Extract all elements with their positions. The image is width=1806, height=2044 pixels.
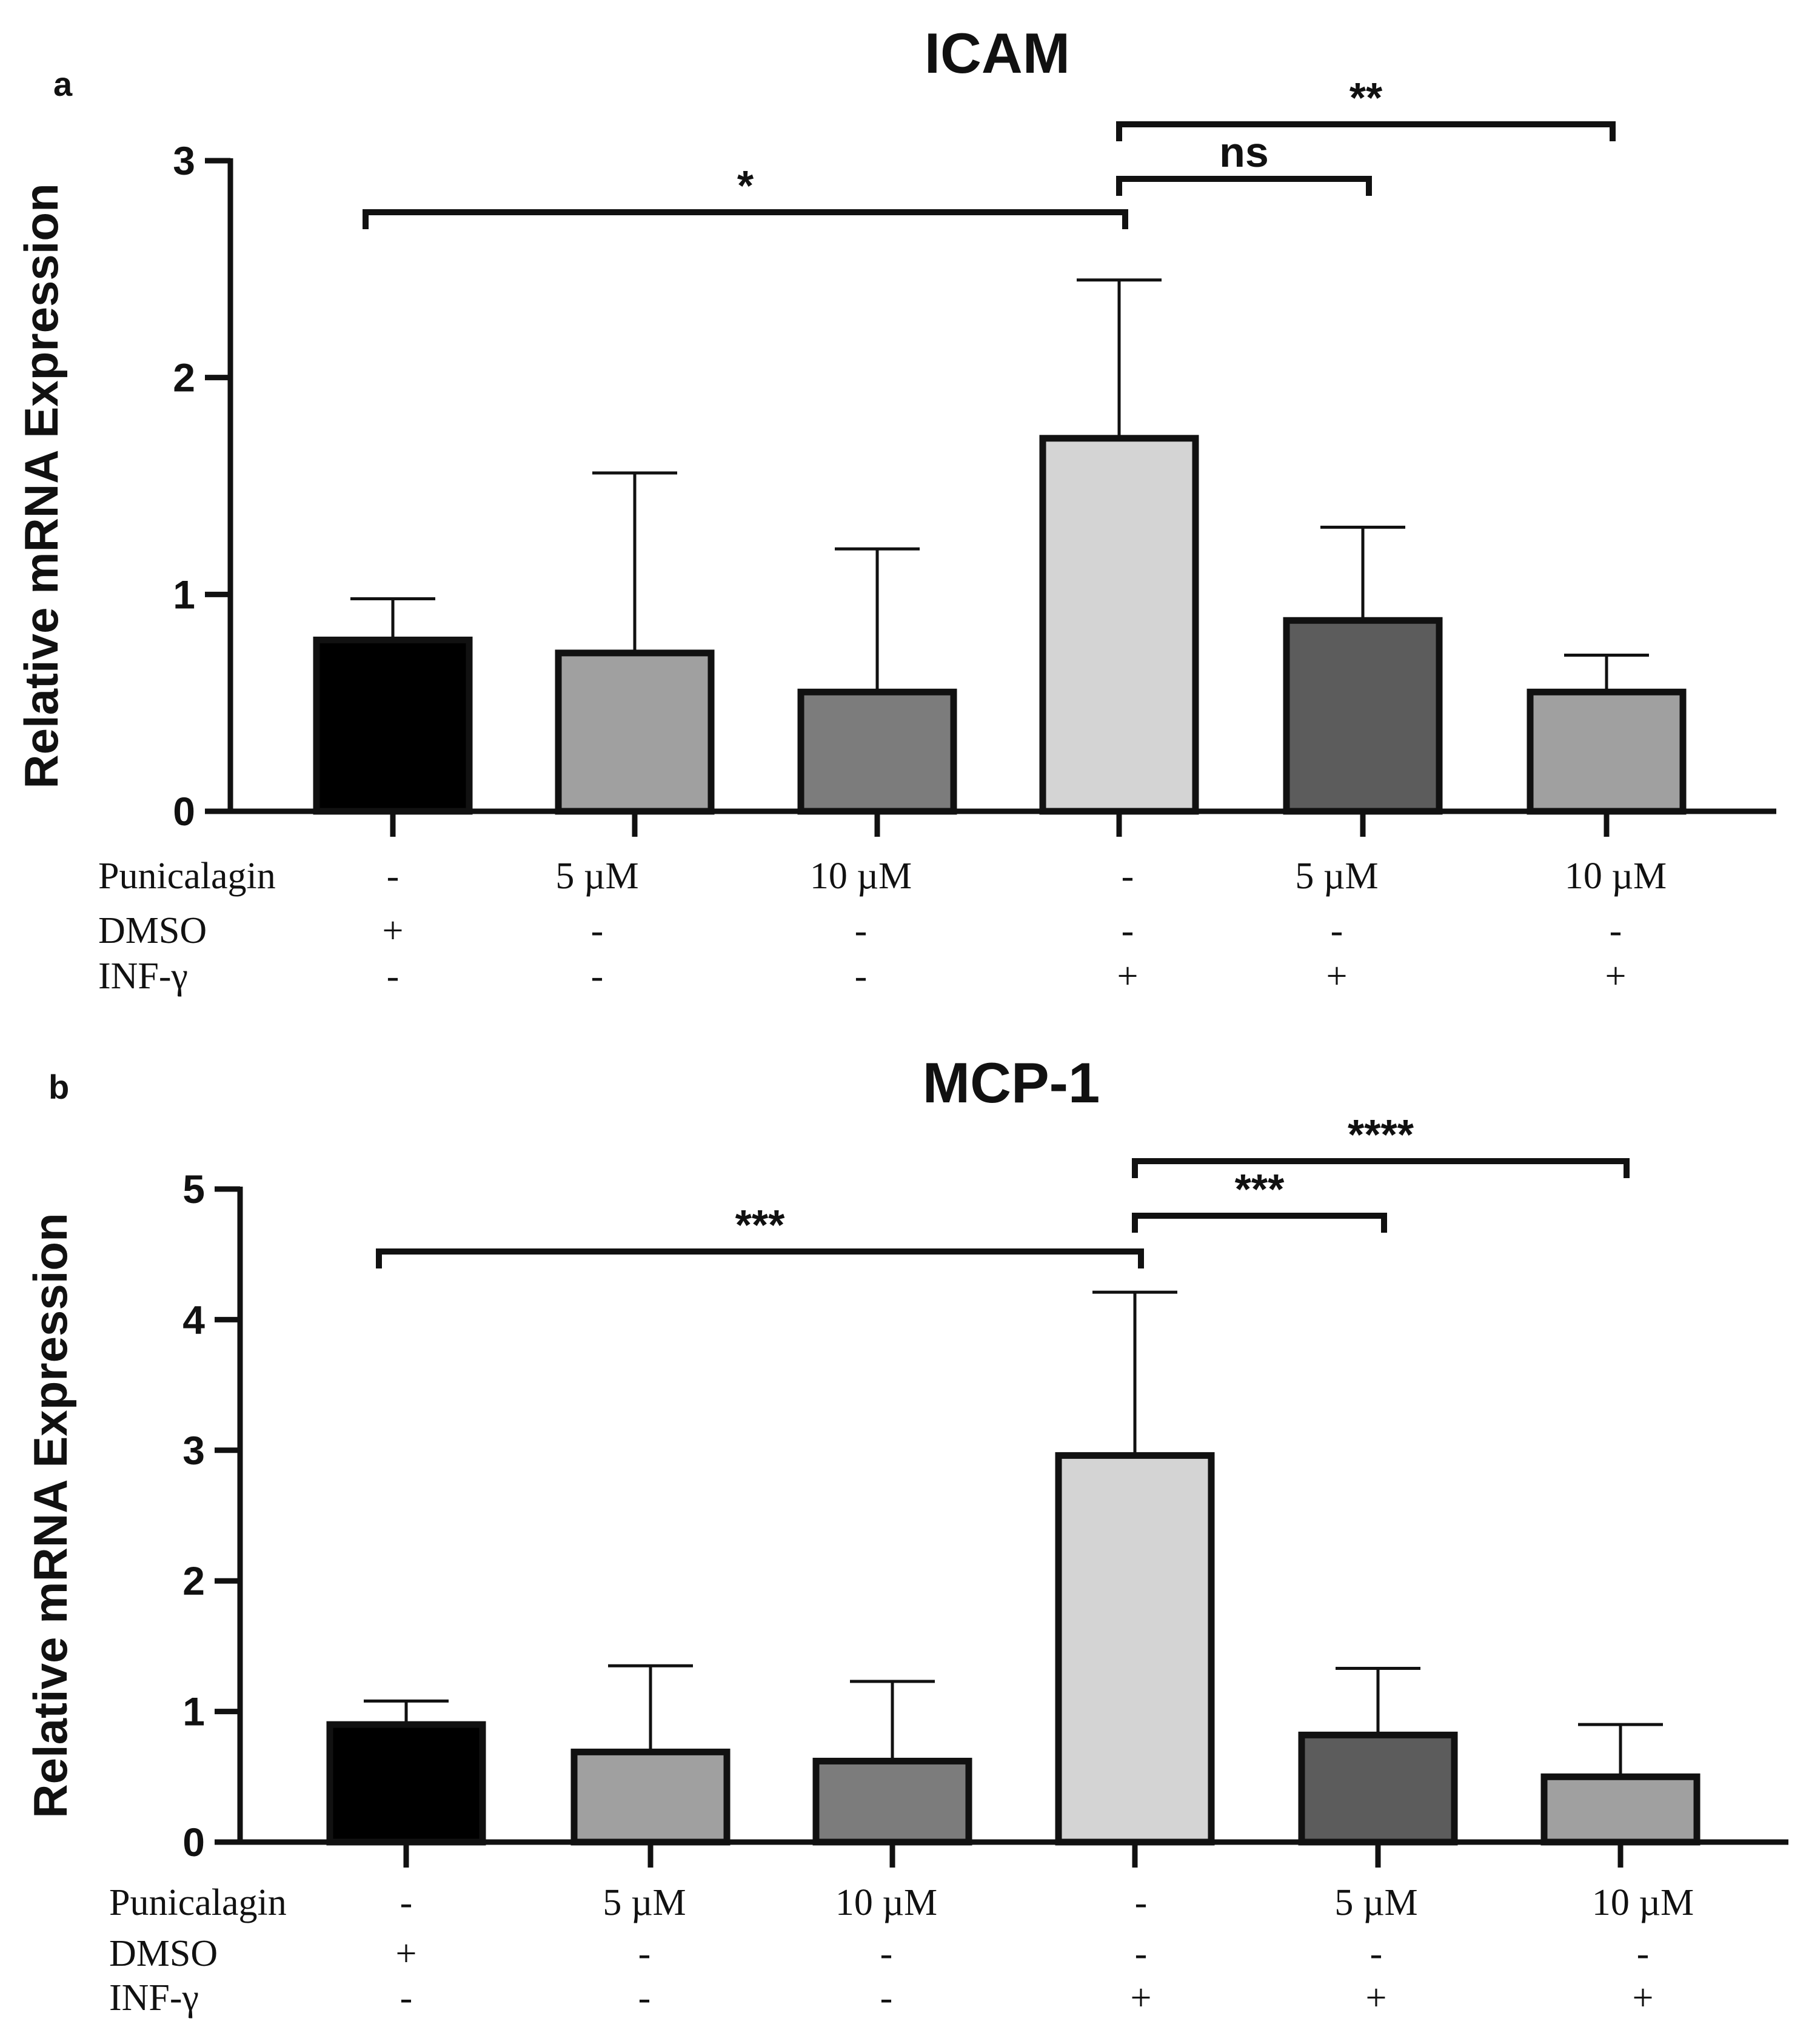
y-tick-label: 2 (182, 1558, 205, 1603)
condition-value: + (1326, 956, 1348, 997)
condition-value: - (387, 856, 400, 897)
panel-letter: a (53, 65, 73, 103)
bar (1527, 688, 1687, 815)
condition-name: Punicalagin (109, 1882, 287, 1923)
condition-value: - (1370, 1933, 1383, 1974)
condition-value: 10 µM (1565, 856, 1667, 897)
condition-value: - (1331, 910, 1343, 951)
y-tick-label: 3 (182, 1428, 205, 1473)
condition-value: - (880, 1933, 893, 1974)
significance-label: *** (1235, 1165, 1285, 1213)
panel-letter: b (48, 1068, 69, 1106)
condition-value: 10 µM (810, 856, 912, 897)
significance-label: * (737, 162, 754, 209)
condition-value: + (396, 1933, 417, 1974)
significance-label: ns (1219, 129, 1269, 176)
condition-value: - (855, 910, 868, 951)
y-tick-label: 1 (182, 1689, 205, 1734)
condition-value: - (638, 1977, 651, 2019)
condition-name: INF-γ (98, 956, 188, 997)
condition-value: 5 µM (1334, 1882, 1417, 1923)
condition-value: + (1633, 1977, 1654, 2019)
y-tick-label: 3 (173, 138, 195, 183)
condition-value: 10 µM (1592, 1882, 1694, 1923)
condition-value: - (400, 1977, 413, 2019)
y-tick-label: 2 (173, 355, 195, 400)
significance-label: **** (1348, 1111, 1414, 1158)
condition-value: - (591, 910, 604, 951)
significance-bracket (1116, 176, 1372, 196)
condition-value: - (1135, 1933, 1148, 1974)
significance-bracket (1132, 1213, 1387, 1233)
bar (570, 1748, 731, 1846)
condition-value: 5 µM (555, 856, 638, 897)
bar (1055, 1452, 1215, 1846)
significance-bracket (363, 209, 1128, 229)
bar (555, 649, 715, 815)
condition-value: 5 µM (1295, 856, 1378, 897)
condition-value: - (1637, 1933, 1650, 1974)
y-axis-label: Relative mRNA Expression (24, 1213, 77, 1818)
condition-name: DMSO (109, 1933, 218, 1974)
condition-value: + (1117, 956, 1139, 997)
condition-value: - (591, 956, 604, 997)
chart-panel-a: a ICAM Relative mRNA Expression 0 1 2 3 Punical… (15, 21, 1776, 997)
bar (812, 1757, 972, 1846)
y-tick-label: 1 (173, 572, 195, 617)
condition-value: 10 µM (835, 1882, 937, 1923)
y-tick-label: 0 (182, 1820, 205, 1865)
condition-value: - (400, 1882, 413, 1923)
bar (313, 636, 473, 815)
significance-bracket (1132, 1158, 1630, 1178)
bar (797, 688, 957, 815)
significance-label: *** (735, 1201, 785, 1248)
condition-value: - (1135, 1882, 1148, 1923)
condition-value: - (387, 956, 400, 997)
bar (1039, 435, 1199, 815)
y-tick-label: 5 (182, 1167, 205, 1211)
condition-value: + (1131, 1977, 1152, 2019)
y-tick-label: 4 (182, 1297, 205, 1342)
condition-value: - (1122, 856, 1134, 897)
bar (1283, 617, 1443, 815)
condition-value: - (1122, 910, 1134, 951)
condition-name: INF-γ (109, 1977, 199, 2019)
condition-value: - (855, 956, 868, 997)
condition-name: Punicalagin (98, 856, 276, 897)
condition-value: - (1610, 910, 1622, 951)
chart-panel-b: b MCP-1 Relative mRNA Expression 0 1 2 3 4 5 Puni… (24, 1051, 1788, 2019)
bar (1298, 1731, 1458, 1846)
chart-title: MCP-1 (923, 1051, 1100, 1114)
significance-label: ** (1349, 74, 1383, 121)
condition-value: 5 µM (603, 1882, 686, 1923)
condition-value: - (638, 1933, 651, 1974)
condition-value: + (383, 910, 404, 951)
condition-value: + (1366, 1977, 1387, 2019)
condition-name: DMSO (98, 910, 207, 951)
y-axis-label: Relative mRNA Expression (15, 183, 68, 788)
significance-bracket (376, 1248, 1144, 1268)
bar (1540, 1773, 1701, 1846)
significance-bracket (1116, 121, 1616, 141)
condition-value: + (1605, 956, 1627, 997)
chart-title: ICAM (925, 21, 1070, 85)
y-tick-label: 0 (173, 789, 195, 834)
bar (326, 1721, 486, 1846)
condition-value: - (880, 1977, 893, 2019)
